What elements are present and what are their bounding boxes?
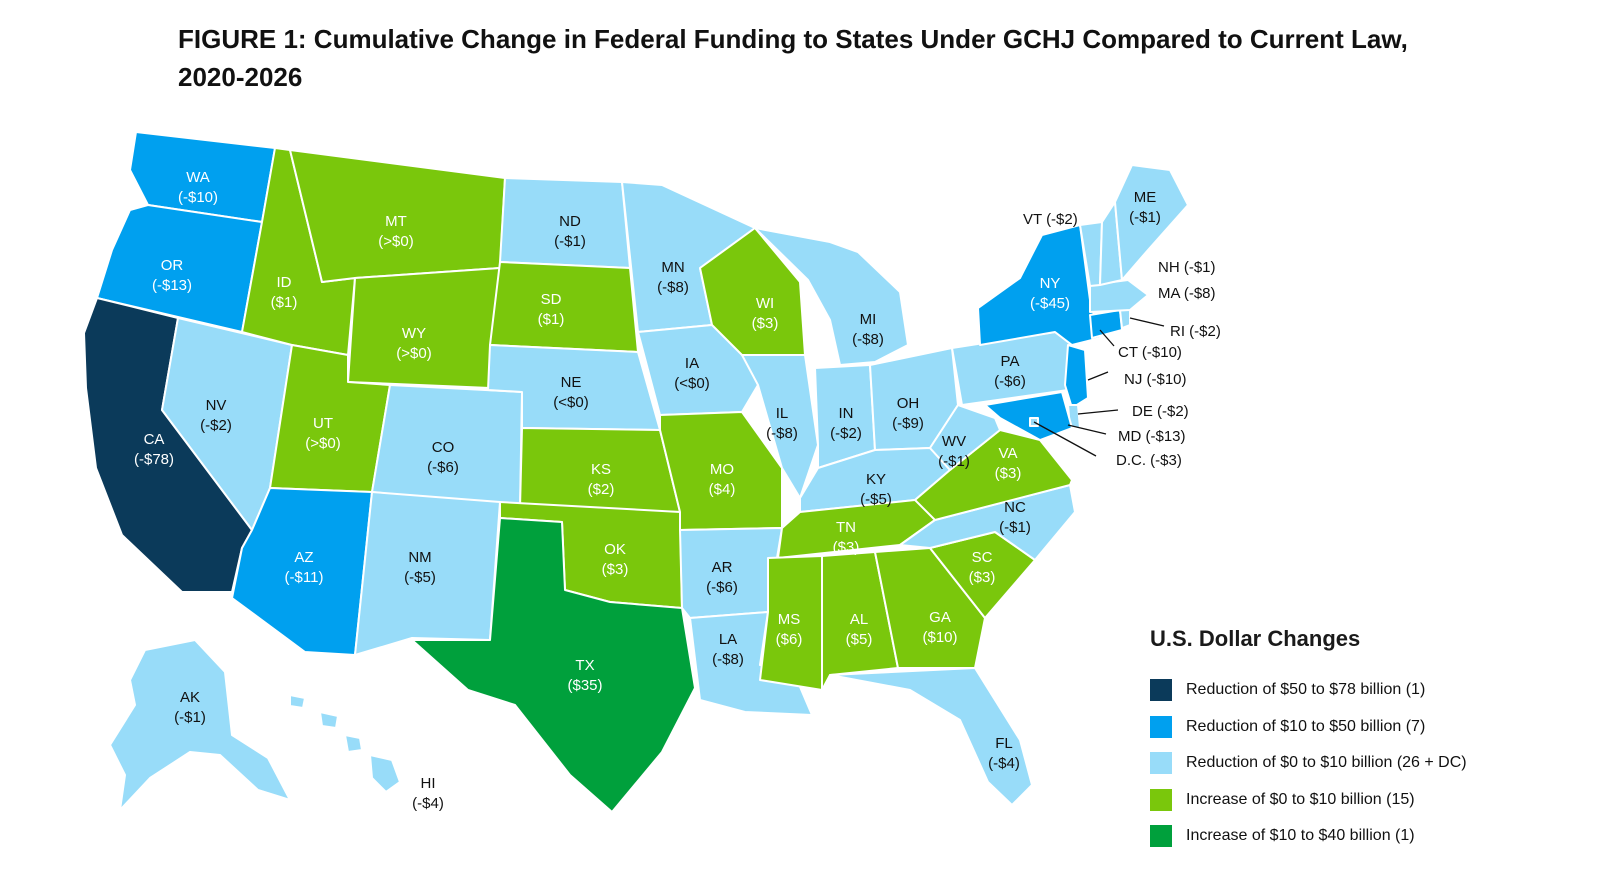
callout-NH: NH (-$1): [1158, 259, 1216, 276]
leader-ct: [1099, 329, 1115, 347]
state-ME: [1114, 164, 1189, 281]
label-SD: SD ($1): [538, 291, 565, 328]
state-HI-island-2: [319, 711, 339, 729]
label-ND: ND (-$1): [554, 213, 586, 250]
callout-MA: MA (-$8): [1158, 285, 1216, 302]
state-HI-island: [344, 734, 363, 753]
legend-swatch: [1150, 825, 1172, 848]
state-labels: WA (-$10) OR (-$13) CA (-$78) NV (-$2) ID ($1…: [134, 169, 1161, 812]
label-IA: IA (<$0): [674, 355, 709, 392]
figure-title: FIGURE 1: Cumulative Change in Federal F…: [178, 24, 1408, 92]
label-MO: MO ($4): [709, 461, 736, 498]
label-SC: SC ($3): [969, 549, 996, 586]
leader-md: [1067, 424, 1107, 435]
label-CO: CO (-$6): [427, 439, 459, 476]
label-GA: GA ($10): [922, 609, 957, 646]
callout-DC: D.C. (-$3): [1116, 452, 1182, 469]
legend-swatch: [1150, 752, 1172, 775]
state-MI: [754, 227, 909, 366]
label-NE: NE (<$0): [553, 374, 588, 411]
label-AZ: AZ (-$11): [285, 549, 324, 586]
leader-ri: [1129, 317, 1165, 327]
label-MI: MI (-$8): [852, 311, 884, 348]
legend: U.S. Dollar Changes Reduction of $50 to …: [1150, 626, 1590, 855]
legend-label: Reduction of $0 to $10 billion (26 + DC): [1186, 754, 1467, 772]
label-MS: MS ($6): [776, 611, 803, 648]
leader-nj: [1087, 371, 1109, 381]
leader-dc: [1033, 421, 1097, 457]
label-LA: LA (-$8): [712, 631, 744, 668]
label-WV: WV (-$1): [938, 433, 970, 470]
legend-title: U.S. Dollar Changes: [1150, 626, 1361, 651]
state-GA: [874, 547, 986, 669]
label-VA: VA ($3): [995, 445, 1022, 482]
legend-swatch: [1150, 679, 1172, 702]
label-IL: IL (-$8): [766, 405, 798, 442]
state-NJ: [1064, 344, 1089, 409]
legend-item: Reduction of $0 to $10 billion (26 + DC): [1150, 745, 1590, 782]
state-RI: [1119, 309, 1131, 329]
label-NV: NV (-$2): [200, 397, 232, 434]
label-NY: NY (-$45): [1030, 275, 1070, 312]
legend-label: Reduction of $50 to $78 billion (1): [1186, 681, 1426, 699]
label-ID: ID ($1): [271, 274, 298, 311]
legend-swatch: [1150, 715, 1172, 738]
state-CT: [1089, 309, 1123, 339]
callout-RI: RI (-$2): [1170, 323, 1221, 340]
state-HI-group: [289, 694, 401, 793]
label-TX: TX ($35): [567, 657, 602, 694]
label-WY: WY (>$0): [396, 325, 431, 362]
label-NM: NM (-$5): [404, 549, 436, 586]
label-UT: UT (>$0): [305, 415, 340, 452]
label-IN: IN (-$2): [830, 405, 862, 442]
label-OR: OR (-$13): [152, 257, 192, 294]
state-AL: [821, 551, 899, 691]
state-SD: [489, 261, 639, 353]
label-AR: AR (-$6): [706, 559, 738, 596]
legend-item: Reduction of $10 to $50 billion (7): [1150, 709, 1590, 746]
legend-label: Reduction of $10 to $50 billion (7): [1186, 717, 1426, 735]
callout-MD: MD (-$13): [1118, 428, 1186, 445]
legend-label: Increase of $10 to $40 billion (1): [1186, 827, 1415, 845]
callout-DE: DE (-$2): [1132, 403, 1189, 420]
legend-item: Increase of $10 to $40 billion (1): [1150, 818, 1590, 855]
state-TX: [411, 517, 696, 813]
label-WA: WA (-$10): [178, 169, 218, 206]
callout-CT: CT (-$10): [1118, 344, 1182, 361]
label-ME: ME (-$1): [1129, 189, 1161, 226]
legend-item: Reduction of $50 to $78 billion (1): [1150, 672, 1590, 709]
label-NC: NC (-$1): [999, 499, 1031, 536]
label-AK: AK (-$1): [174, 689, 206, 726]
label-KS: KS ($2): [588, 461, 615, 498]
label-KY: KY (-$5): [860, 471, 892, 508]
legend-label: Increase of $0 to $10 billion (15): [1186, 790, 1415, 808]
label-HI: HI (-$4): [412, 775, 444, 812]
label-MT: MT (>$0): [378, 213, 413, 250]
state-MS: [759, 555, 823, 691]
label-CA: CA (-$78): [134, 431, 174, 468]
label-WI: WI ($3): [752, 295, 779, 332]
state-WV: [929, 404, 1001, 471]
leader-de: [1077, 409, 1119, 415]
label-TN: TN ($3): [833, 519, 860, 556]
state-FL: [829, 667, 1033, 806]
label-MN: MN (-$8): [657, 259, 689, 296]
label-AL: AL ($5): [846, 611, 873, 648]
state-AK: [109, 639, 291, 811]
label-OK: OK ($3): [602, 541, 629, 578]
callout-VT: VT (-$2): [1023, 211, 1078, 228]
legend-swatch: [1150, 788, 1172, 811]
state-HI-island-3: [289, 694, 306, 709]
callout-NJ: NJ (-$10): [1124, 371, 1187, 388]
label-PA: PA (-$6): [994, 353, 1026, 390]
legend-item: Increase of $0 to $10 billion (15): [1150, 782, 1590, 819]
state-HI: [369, 754, 401, 793]
label-OH: OH (-$9): [892, 395, 924, 432]
label-FL: FL (-$4): [988, 735, 1020, 772]
